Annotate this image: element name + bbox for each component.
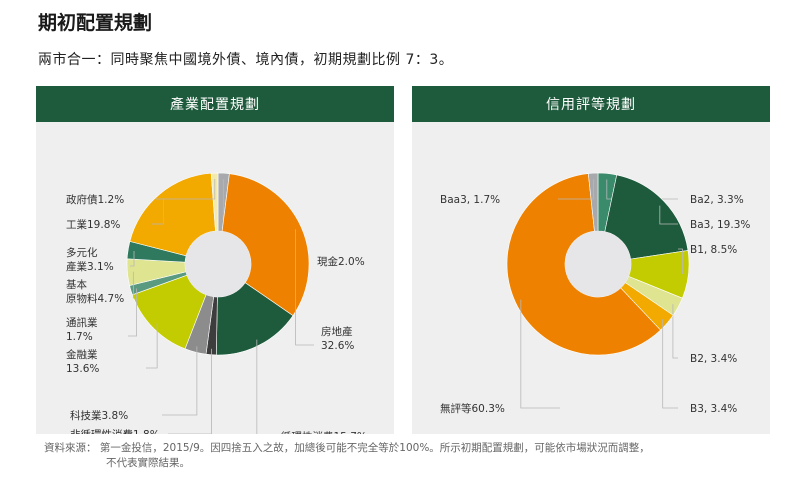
donut-center-hole xyxy=(565,231,631,297)
credit-rating-donut-chart: Ba2, 3.3% Ba3, 19.3% B1, 8.5% B2, 3.4% B3, 3… xyxy=(440,172,750,415)
industry-slice-8-label-line-2: 原物料4.7% xyxy=(66,292,124,305)
industry-slice-10-leader-line xyxy=(152,198,164,225)
industry-allocation-panel: 產業配置規劃 現金2.0% 房地產 32.6% 循環性消費15.7% 非循環性消費1.8… xyxy=(36,86,394,434)
industry-slice-2-label-line-1: 房地產 xyxy=(321,325,353,338)
rating-slice-7-leader-line xyxy=(558,179,594,200)
industry-slice-9-leader-line xyxy=(130,250,135,267)
credit-chart-title: 信用評等規劃 xyxy=(412,86,770,122)
rating-slice-6-label: 無評等60.3% xyxy=(440,402,505,415)
rating-slice-3-leader-line xyxy=(678,248,683,275)
credit-rating-panel: 信用評等規劃 Ba2, 3.3% Ba3, 19.3% B1, 8.5% B2, 3.… xyxy=(412,86,770,434)
industry-allocation-donut-chart: 現金2.0% 房地產 32.6% 循環性消費15.7% 非循環性消費1.8% 科技業3.8… xyxy=(66,172,367,434)
industry-slice-3-leader-line xyxy=(256,339,258,434)
industry-slice-2-leader-line xyxy=(295,229,314,346)
industry-slice-6-leader-line xyxy=(146,323,158,369)
rating-slice-5-label: B3, 3.4% xyxy=(690,403,737,415)
industry-slice-1-label: 現金2.0% xyxy=(317,255,365,268)
rating-slice-3-label: B1, 8.5% xyxy=(690,244,737,256)
page-title: 期初配置規劃 xyxy=(38,12,153,34)
rating-slice-7-label: Baa3, 1.7% xyxy=(440,194,500,206)
industry-slice-8-leader-line xyxy=(132,271,134,299)
industry-slice-2-label-line-2: 32.6% xyxy=(321,340,354,352)
footnote-line-2: 不代表實際結果。 xyxy=(106,457,190,469)
rating-slice-1-label: Ba2, 3.3% xyxy=(690,194,744,206)
rating-slice-4-leader-line xyxy=(672,304,678,359)
rating-slice-5-leader-line xyxy=(662,319,678,409)
industry-slice-5-label: 科技業3.8% xyxy=(70,409,128,422)
rating-slice-6-leader-line xyxy=(520,299,560,409)
industry-slice-4-leader-line xyxy=(168,348,212,434)
industry-slice-7-label-line-2: 1.7% xyxy=(66,331,93,343)
source-footnote: 資料來源： 第一金投信，2015/9。因四捨五入之故，加總後可能不完全等於100… xyxy=(44,441,650,471)
industry-slice-11-leader-line xyxy=(156,179,216,200)
industry-slice-9-label-line-2: 產業3.1% xyxy=(66,260,114,273)
industry-slice-6-label-line-2: 13.6% xyxy=(66,363,99,375)
rating-slice-2-leader-line xyxy=(659,205,678,225)
industry-slice-7-label-line-1: 通訊業 xyxy=(66,316,98,329)
rating-slice-4-label: B2, 3.4% xyxy=(690,353,737,365)
footnote-line-1: 資料來源： 第一金投信，2015/9。因四捨五入之故，加總後可能不完全等於100… xyxy=(44,442,650,454)
page-subtitle: 兩市合一：同時聚焦中國境外債、境內債，初期規劃比例 7：3。 xyxy=(38,52,454,68)
industry-chart-title: 產業配置規劃 xyxy=(36,86,394,122)
rating-slice-2-label: Ba3, 19.3% xyxy=(690,219,750,231)
industry-slice-9-label-line-1: 多元化 xyxy=(66,246,98,259)
industry-slice-4-label: 非循環性消費1.8% xyxy=(70,428,160,434)
industry-slice-8-label-line-1: 基本 xyxy=(66,278,87,291)
industry-slice-10-label: 工業19.8% xyxy=(66,218,120,231)
industry-slice-5-leader-line xyxy=(162,346,198,416)
industry-slice-6-label-line-1: 金融業 xyxy=(66,348,98,361)
industry-slice-7-leader-line xyxy=(128,288,138,337)
industry-slice-3-label: 循環性消費15.7% xyxy=(281,430,367,434)
industry-slice-11-label: 政府債1.2% xyxy=(66,193,124,206)
donut-center-hole xyxy=(185,231,251,297)
